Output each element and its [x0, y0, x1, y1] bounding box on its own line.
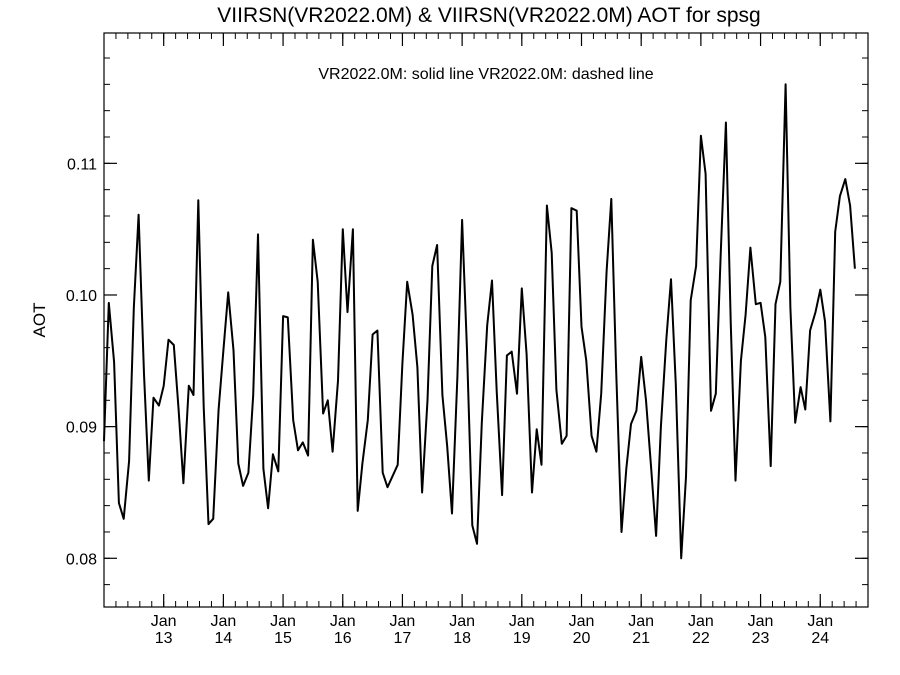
x-tick-label-day: 22 [692, 630, 710, 647]
x-tick-label-day: 15 [274, 630, 292, 647]
series-lines [103, 83, 856, 560]
x-tick-label-day: 13 [155, 630, 173, 647]
x-tick-label-month: Jan [210, 613, 236, 630]
x-tick-label-day: 17 [394, 630, 412, 647]
x-tick-label-month: Jan [330, 613, 356, 630]
x-tick-label-day: 21 [632, 630, 650, 647]
x-tick-label-day: 23 [752, 630, 770, 647]
x-tick-label-month: Jan [748, 613, 774, 630]
y-tick-label: 0.10 [66, 288, 97, 305]
axis-tick-labels: Jan13Jan14Jan15Jan16Jan17Jan18Jan19Jan20… [66, 156, 833, 647]
x-tick-label-month: Jan [151, 613, 177, 630]
x-tick-label-day: 14 [214, 630, 232, 647]
y-axis-label: AOT [30, 303, 49, 338]
x-tick-label-day: 18 [453, 630, 471, 647]
chart-subtitle: VR2022.0M: solid line VR2022.0M: dashed … [318, 66, 653, 83]
x-tick-label-day: 16 [334, 630, 352, 647]
y-tick-label: 0.11 [67, 156, 97, 173]
x-tick-label-day: 20 [573, 630, 591, 647]
x-tick-label-month: Jan [449, 613, 475, 630]
x-tick-label-month: Jan [688, 613, 714, 630]
x-tick-label-day: 19 [513, 630, 531, 647]
x-tick-label-month: Jan [390, 613, 416, 630]
series-line-solid [103, 83, 856, 560]
axis-ticks [103, 33, 869, 607]
plot-frame [103, 32, 869, 608]
x-tick-label-day: 24 [811, 630, 829, 647]
x-tick-label-month: Jan [509, 613, 535, 630]
x-tick-label-month: Jan [270, 613, 296, 630]
chart-title: VIIRSN(VR2022.0M) & VIIRSN(VR2022.0M) AO… [217, 4, 760, 27]
x-tick-label-month: Jan [569, 613, 595, 630]
y-tick-label: 0.09 [66, 420, 97, 437]
x-tick-label-month: Jan [628, 613, 654, 630]
y-tick-label: 0.08 [66, 551, 97, 568]
x-tick-label-month: Jan [807, 613, 833, 630]
